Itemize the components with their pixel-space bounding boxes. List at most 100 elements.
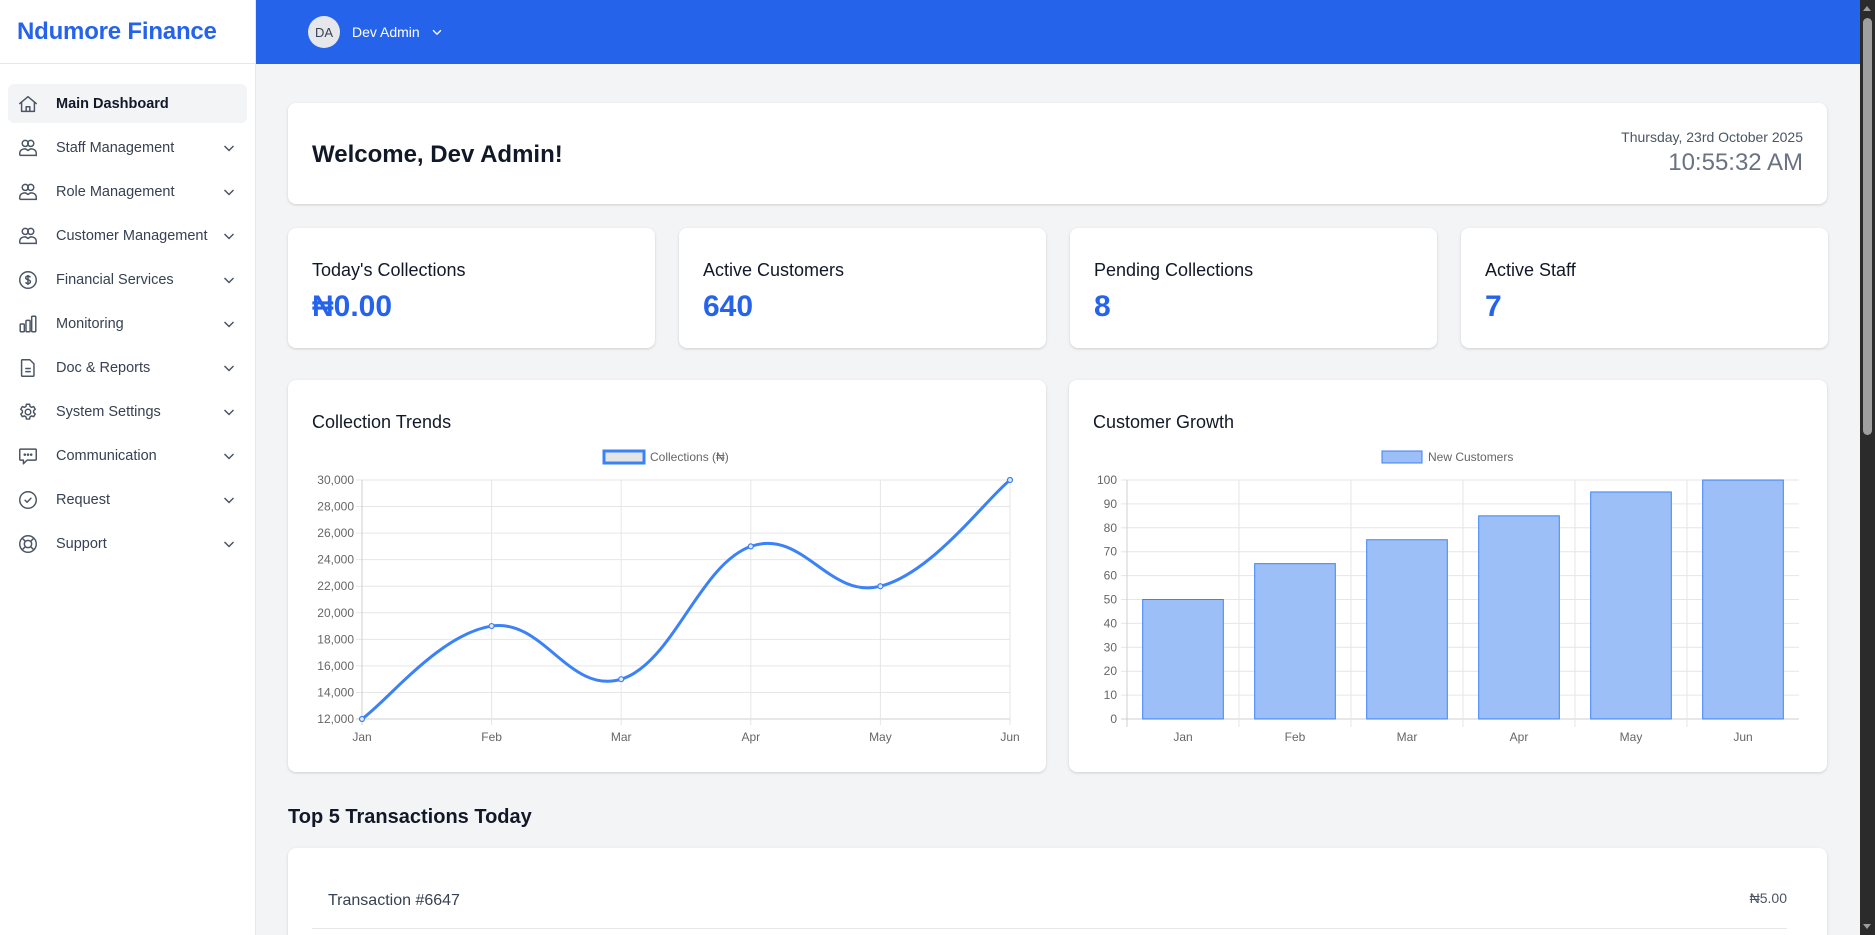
- svg-text:14,000: 14,000: [317, 685, 354, 699]
- welcome-card: Welcome, Dev Admin! Thursday, 23rd Octob…: [288, 103, 1827, 204]
- customer-growth-card: Customer Growth 0 10 20 30 40 50 60 70 80 90 100 Ja…: [1069, 380, 1827, 772]
- svg-text:New Customers: New Customers: [1428, 450, 1513, 464]
- svg-text:70: 70: [1104, 545, 1118, 559]
- customer-growth-bar-chart: 0 10 20 30 40 50 60 70 80 90 100 Jan Feb Mar Apr May Jun…: [1097, 450, 1799, 744]
- svg-text:100: 100: [1097, 473, 1117, 487]
- brand-logo-text[interactable]: Ndumore Finance: [17, 17, 217, 45]
- chart-title: Customer Growth: [1093, 412, 1235, 432]
- document-icon: [17, 357, 39, 379]
- svg-text:50: 50: [1104, 593, 1118, 607]
- svg-text:24,000: 24,000: [317, 553, 354, 567]
- check-circle-icon: [17, 489, 39, 511]
- user-menu-button[interactable]: DA Dev Admin: [308, 16, 444, 48]
- sidebar-item-label: System Settings: [56, 403, 161, 420]
- users-icon: [17, 137, 39, 159]
- svg-text:Jan: Jan: [352, 730, 371, 744]
- svg-text:22,000: 22,000: [317, 579, 354, 593]
- sidebar-item-label: Doc & Reports: [56, 359, 151, 376]
- bar-chart-icon: [17, 313, 39, 335]
- svg-text:30: 30: [1104, 640, 1118, 654]
- svg-text:Mar: Mar: [1397, 730, 1418, 744]
- current-date: Thursday, 23rd October 2025: [1621, 129, 1803, 145]
- svg-text:26,000: 26,000: [317, 526, 354, 540]
- transaction-row[interactable]: Transaction #6647 ₦5.00: [312, 848, 1787, 929]
- sidebar: Ndumore Finance Main Dashboard Staff Man…: [0, 0, 256, 935]
- svg-text:Jun: Jun: [1000, 730, 1019, 744]
- top-transactions-heading: Top 5 Transactions Today: [288, 806, 532, 828]
- svg-text:40: 40: [1104, 616, 1118, 630]
- svg-text:Collections (₦): Collections (₦): [650, 450, 729, 464]
- stat-label: Today's Collections: [312, 260, 466, 280]
- stat-value: ₦0.00: [312, 290, 393, 323]
- sidebar-nav: Main Dashboard Staff Management Role Man…: [0, 64, 255, 563]
- svg-text:16,000: 16,000: [317, 659, 354, 673]
- svg-text:Jan: Jan: [1173, 730, 1192, 744]
- sidebar-item-customer-management[interactable]: Customer Management: [8, 216, 247, 255]
- svg-text:20,000: 20,000: [317, 606, 354, 620]
- svg-text:10: 10: [1104, 688, 1118, 702]
- sidebar-item-monitoring[interactable]: Monitoring: [8, 304, 247, 343]
- sidebar-item-label: Role Management: [56, 183, 175, 200]
- chevron-down-icon[interactable]: [221, 492, 237, 508]
- sidebar-item-staff-management[interactable]: Staff Management: [8, 128, 247, 167]
- chevron-down-icon: [430, 25, 444, 39]
- svg-text:20: 20: [1104, 664, 1118, 678]
- stat-label: Pending Collections: [1094, 260, 1254, 280]
- user-name: Dev Admin: [352, 24, 420, 40]
- svg-text:18,000: 18,000: [317, 632, 354, 646]
- chevron-down-icon[interactable]: [221, 360, 237, 376]
- svg-text:Jun: Jun: [1733, 730, 1752, 744]
- sidebar-item-request[interactable]: Request: [8, 480, 247, 519]
- svg-text:28,000: 28,000: [317, 500, 354, 514]
- sidebar-item-role-management[interactable]: Role Management: [8, 172, 247, 211]
- sidebar-item-main-dashboard[interactable]: Main Dashboard: [8, 84, 247, 123]
- stat-value: 8: [1094, 290, 1111, 323]
- chat-icon: [17, 445, 39, 467]
- scroll-down-arrow-icon[interactable]: [1863, 924, 1871, 929]
- chevron-down-icon[interactable]: [221, 228, 237, 244]
- sidebar-item-label: Customer Management: [56, 227, 208, 244]
- stat-label: Active Customers: [703, 260, 845, 280]
- sidebar-item-financial-services[interactable]: Financial Services: [8, 260, 247, 299]
- chevron-down-icon[interactable]: [221, 316, 237, 332]
- stat-card-todays-collections: Today's Collections ₦0.00: [288, 228, 655, 348]
- gear-icon: [17, 401, 39, 423]
- svg-text:0: 0: [1110, 712, 1117, 726]
- sidebar-item-support[interactable]: Support: [8, 524, 247, 563]
- main-content: Welcome, Dev Admin! Thursday, 23rd Octob…: [256, 64, 1860, 935]
- svg-text:Feb: Feb: [1285, 730, 1306, 744]
- stat-card-active-staff: Active Staff 7: [1461, 228, 1828, 348]
- svg-text:12,000: 12,000: [317, 712, 354, 726]
- avatar: DA: [308, 16, 340, 48]
- datetime-display: Thursday, 23rd October 2025 10:55:32 AM: [1621, 129, 1803, 177]
- top-bar: DA Dev Admin: [256, 0, 1860, 64]
- svg-text:30,000: 30,000: [317, 473, 354, 487]
- sidebar-item-communication[interactable]: Communication: [8, 436, 247, 475]
- scroll-up-arrow-icon[interactable]: [1863, 6, 1871, 11]
- sidebar-item-label: Request: [56, 491, 111, 508]
- chevron-down-icon[interactable]: [221, 448, 237, 464]
- sidebar-item-label: Financial Services: [56, 271, 174, 288]
- users-icon: [17, 181, 39, 203]
- sidebar-item-label: Monitoring: [56, 315, 124, 332]
- scrollbar-thumb[interactable]: [1863, 18, 1872, 435]
- sidebar-item-system-settings[interactable]: System Settings: [8, 392, 247, 431]
- transaction-name: Transaction #6647: [328, 892, 460, 909]
- chart-title: Collection Trends: [312, 412, 452, 432]
- svg-text:Feb: Feb: [481, 730, 502, 744]
- home-icon: [17, 93, 39, 115]
- transactions-card: Transaction #6647 ₦5.00: [288, 848, 1827, 935]
- chevron-down-icon[interactable]: [221, 536, 237, 552]
- svg-text:60: 60: [1104, 569, 1118, 583]
- sidebar-item-label: Support: [56, 535, 107, 552]
- chevron-down-icon[interactable]: [221, 184, 237, 200]
- svg-text:80: 80: [1104, 521, 1118, 535]
- svg-text:90: 90: [1104, 497, 1118, 511]
- chevron-down-icon[interactable]: [221, 404, 237, 420]
- chevron-down-icon[interactable]: [221, 272, 237, 288]
- page-scrollbar[interactable]: [1860, 0, 1875, 935]
- lifebuoy-icon: [17, 533, 39, 555]
- collection-trends-line-chart: 12,000 14,000 16,000 18,000 20,000 22,000 24,0…: [317, 449, 1020, 744]
- sidebar-item-doc-reports[interactable]: Doc & Reports: [8, 348, 247, 387]
- chevron-down-icon[interactable]: [221, 140, 237, 156]
